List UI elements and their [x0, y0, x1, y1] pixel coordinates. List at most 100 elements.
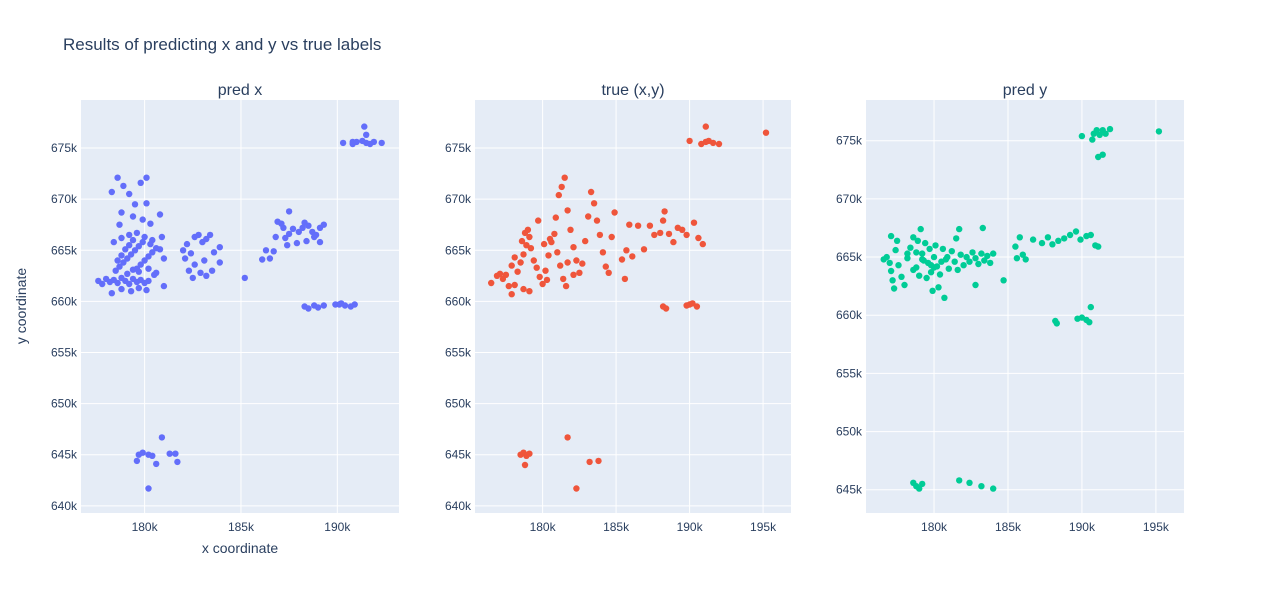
data-point — [349, 138, 356, 146]
data-point — [570, 244, 577, 251]
data-point — [280, 224, 287, 231]
data-point — [126, 231, 133, 239]
data-point — [339, 139, 347, 147]
data-point — [651, 231, 658, 239]
subplot-title: pred y — [1003, 82, 1047, 99]
data-point — [133, 457, 141, 465]
y-tick-label: 655k — [836, 366, 863, 380]
data-point — [145, 265, 152, 272]
data-point — [646, 222, 654, 229]
data-point — [191, 261, 198, 268]
data-point — [883, 253, 890, 261]
data-point — [629, 253, 636, 260]
data-point — [1049, 241, 1056, 248]
data-point — [585, 213, 592, 220]
data-point — [502, 271, 510, 278]
data-point — [626, 221, 633, 228]
x-tick-label: 180k — [132, 520, 159, 534]
y-tick-label: 670k — [51, 192, 78, 206]
data-point — [126, 190, 133, 198]
data-point — [160, 255, 168, 262]
data-point — [129, 213, 137, 220]
data-point — [285, 230, 293, 238]
data-point — [576, 269, 583, 276]
y-tick-label: 645k — [51, 448, 78, 462]
data-point — [145, 277, 152, 285]
x-tick-label: 185k — [603, 520, 630, 534]
data-point — [124, 270, 131, 277]
data-point — [303, 237, 310, 245]
data-point — [611, 209, 618, 216]
data-point — [1087, 231, 1095, 239]
data-point — [596, 231, 604, 239]
data-point — [533, 264, 540, 271]
data-point — [320, 221, 327, 228]
data-point — [686, 137, 693, 145]
data-point — [922, 239, 929, 247]
x-tick-label: 190k — [677, 520, 704, 534]
data-point — [919, 480, 926, 488]
data-point — [927, 262, 935, 269]
data-point — [137, 179, 144, 186]
x-axis-title: x coordinate — [202, 540, 278, 556]
data-point — [1106, 125, 1114, 133]
data-point — [172, 450, 179, 457]
data-point — [139, 449, 146, 456]
data-point — [208, 267, 216, 274]
x-tick-label: 195k — [1143, 520, 1170, 534]
x-tick-label: 180k — [921, 520, 948, 534]
data-point — [378, 139, 385, 147]
data-point — [116, 221, 123, 228]
subplot-pred-y: 180k 185k 190k 195k 645k 650k 655k 660k 665k 670k… — [836, 82, 1184, 534]
data-point — [895, 262, 902, 269]
data-point — [1066, 231, 1074, 239]
data-point — [951, 258, 958, 265]
data-point — [579, 260, 586, 267]
data-point — [927, 269, 935, 276]
data-point — [1022, 256, 1029, 263]
data-point — [508, 262, 515, 269]
data-point — [693, 303, 701, 310]
y-tick-label: 670k — [445, 192, 472, 206]
data-point — [1102, 130, 1109, 137]
data-point — [907, 244, 914, 251]
data-point — [145, 253, 152, 260]
data-point — [923, 274, 930, 282]
y-tick-label: 650k — [51, 397, 78, 411]
data-point — [640, 246, 648, 253]
data-point — [181, 255, 189, 262]
data-point — [108, 188, 116, 196]
data-point — [189, 274, 196, 282]
data-point — [975, 260, 982, 268]
data-point — [116, 263, 123, 270]
data-point — [978, 250, 985, 257]
data-point — [1072, 228, 1080, 235]
data-point — [210, 249, 218, 256]
data-point — [1077, 236, 1084, 243]
data-point — [901, 281, 908, 289]
data-point — [886, 259, 893, 267]
data-point — [914, 237, 921, 244]
data-point — [919, 250, 926, 257]
data-point — [197, 269, 204, 276]
data-point — [561, 174, 568, 181]
data-point — [118, 234, 125, 242]
y-tick-label: 675k — [445, 141, 472, 155]
data-point — [139, 238, 146, 246]
data-point — [521, 461, 529, 469]
data-point — [124, 255, 131, 262]
data-point — [953, 235, 960, 242]
data-point — [956, 225, 963, 233]
data-point — [262, 247, 270, 254]
data-point — [586, 458, 593, 466]
y-tick-label: 640k — [445, 499, 472, 513]
data-point — [892, 246, 899, 254]
data-point — [966, 479, 973, 486]
data-point — [539, 280, 546, 288]
data-point — [523, 242, 530, 249]
data-point — [957, 251, 964, 258]
data-point — [370, 138, 378, 146]
data-point — [526, 288, 533, 295]
data-point — [320, 302, 327, 309]
